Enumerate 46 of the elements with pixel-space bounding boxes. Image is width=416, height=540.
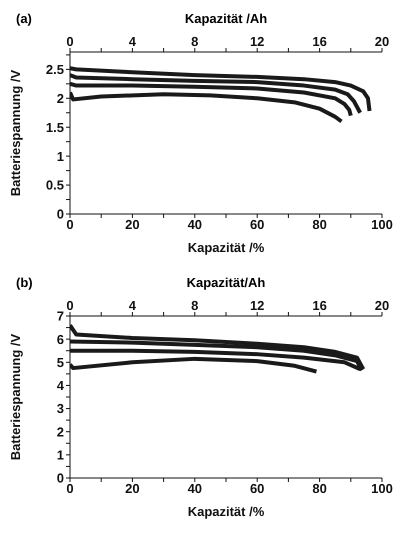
y-axis-title: Batteriespannung /V [8, 333, 23, 460]
y-tick-label: 0.5 [46, 178, 64, 193]
x-tick-label: 40 [188, 481, 202, 496]
x2-tick-label: 16 [312, 34, 327, 49]
x2-tick-label: 0 [66, 34, 74, 49]
y-tick-label: 3 [56, 401, 64, 416]
x-tick-label: 100 [371, 481, 393, 496]
x2-tick-label: 20 [374, 34, 390, 49]
x-tick-label: 0 [66, 481, 74, 496]
y-tick-label: 2.5 [46, 62, 64, 77]
x2-tick-label: 4 [128, 298, 137, 313]
x2-axis-title: Kapazität/Ah [186, 275, 266, 290]
y-tick-label: 6 [56, 332, 64, 347]
x-axis-title: Kapazität /% [188, 504, 265, 519]
y-tick-label: 0 [56, 470, 64, 486]
y-tick-label: 4 [56, 378, 65, 394]
y-tick-label: 7 [56, 308, 64, 324]
chart-title: (a) [15, 11, 33, 26]
x2-tick-label: 8 [191, 298, 198, 313]
x-tick-label: 60 [250, 481, 264, 496]
x2-tick-label: 20 [374, 298, 390, 313]
x2-tick-label: 16 [312, 298, 327, 313]
chart-title: (b) [15, 275, 34, 290]
x2-tick-label: 12 [250, 298, 264, 313]
x2-axis-title: Kapazität /Ah [184, 11, 268, 26]
x2-tick-label: 12 [250, 34, 264, 49]
x-tick-label: 40 [188, 217, 202, 232]
x-tick-label: 20 [125, 481, 140, 496]
x-tick-label: 80 [312, 217, 327, 232]
x-axis-title: Kapazität /% [188, 240, 265, 255]
x-tick-label: 60 [250, 217, 264, 232]
x2-tick-label: 4 [128, 34, 137, 49]
y-tick-label: 5 [56, 354, 64, 370]
y-tick-label: 1 [56, 148, 64, 164]
x2-tick-label: 8 [191, 34, 198, 49]
y-axis-title: Batteriespannung /V [8, 69, 23, 196]
y-tick-label: 1 [56, 447, 64, 462]
x-tick-label: 0 [66, 217, 74, 232]
x-tick-label: 20 [125, 217, 140, 232]
x-tick-label: 100 [371, 217, 393, 232]
y-tick-label: 2 [56, 424, 64, 440]
y-tick-label: 1.5 [46, 120, 64, 135]
x-tick-label: 80 [312, 481, 327, 496]
y-tick-label: 2 [56, 90, 64, 106]
y-tick-label: 0 [56, 206, 64, 222]
x2-tick-label: 0 [66, 298, 74, 313]
